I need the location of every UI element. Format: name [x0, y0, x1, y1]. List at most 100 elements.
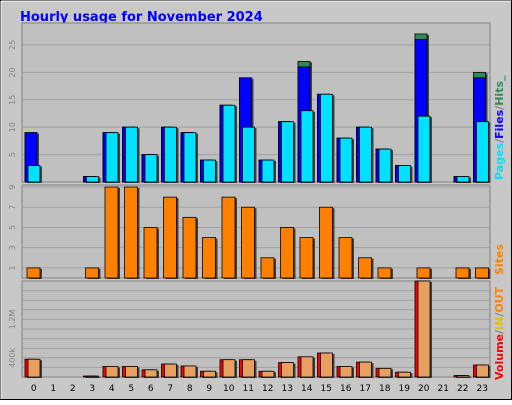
- in-bar: [261, 370, 275, 378]
- legend-hits-part: /: [493, 105, 506, 110]
- pages-bar: [164, 126, 177, 183]
- x-tick-label: 18: [379, 384, 391, 394]
- sites-bar: [455, 267, 470, 279]
- legend-hits-part: Files: [493, 109, 506, 139]
- sites-bar: [182, 216, 197, 279]
- in-bar: [203, 370, 216, 378]
- sites-bar: [85, 267, 99, 279]
- pages-bar: [27, 165, 41, 183]
- y-tick-label: 5: [8, 225, 17, 230]
- y-tick-label: 15: [8, 95, 17, 105]
- pages-bar: [456, 176, 470, 183]
- pages-bar: [242, 126, 255, 183]
- sites-bar: [202, 237, 216, 279]
- y-tick-label: 3: [8, 245, 17, 250]
- in-bar: [320, 352, 333, 378]
- x-tick-label: 6: [148, 384, 154, 394]
- pages-bar: [203, 159, 216, 183]
- y-tick-label: 20: [8, 67, 17, 77]
- x-tick-label: 15: [321, 384, 332, 394]
- sites-bar: [280, 227, 294, 279]
- in-bar: [242, 359, 255, 378]
- legend-hits-part: Pages: [493, 142, 506, 180]
- x-tick-label: 12: [262, 384, 273, 394]
- sites-bar: [260, 257, 275, 279]
- x-tick-label: 3: [89, 384, 95, 394]
- x-tick-label: 1: [50, 384, 56, 394]
- x-tick-label: 17: [360, 384, 371, 394]
- pages-bar: [261, 159, 275, 183]
- y-tick-label: 400k: [8, 347, 17, 367]
- y-tick-label: 5: [8, 152, 17, 157]
- in-bar: [27, 358, 41, 378]
- sites-bar: [26, 267, 41, 279]
- x-tick-label: 2: [70, 384, 76, 394]
- pages-bar: [339, 137, 353, 183]
- in-bar: [183, 365, 197, 378]
- sites-bar: [299, 237, 314, 279]
- sites-bar: [377, 267, 392, 279]
- legend-volume-part: OUT: [493, 286, 506, 312]
- legend-volume-part: Volume: [493, 334, 506, 380]
- x-tick-label: 20: [418, 384, 430, 394]
- pages-bar: [476, 121, 489, 183]
- pages-bar: [125, 126, 138, 183]
- legend-hits-part: _: [493, 75, 506, 81]
- pages-bar: [222, 104, 236, 183]
- legend-hits: Pages/Files/Hits_: [493, 75, 506, 180]
- y-tick-label: 10: [8, 122, 17, 132]
- sites-bar: [416, 267, 431, 279]
- in-bar: [281, 362, 294, 378]
- x-tick-label: 16: [340, 384, 352, 394]
- x-tick-label: 5: [128, 384, 134, 394]
- pages-bar: [378, 148, 392, 183]
- pages-bar: [86, 176, 99, 183]
- legend-volume-part: /: [493, 329, 506, 334]
- x-tick-label: 23: [477, 384, 488, 394]
- pages-bar: [300, 110, 314, 183]
- in-bar: [359, 361, 372, 378]
- sites-bar: [163, 196, 177, 279]
- y-tick-label: 1.2M: [8, 309, 17, 329]
- grid-lines: [22, 44, 490, 368]
- sites-bar: [104, 186, 119, 279]
- x-tick-label: 10: [223, 384, 235, 394]
- legend-sites: Sites: [493, 244, 506, 275]
- pages-bar: [320, 93, 333, 183]
- sites-bar: [319, 206, 333, 279]
- chart-title: Hourly usage for November 2024: [20, 10, 263, 25]
- y-tick-label: 9: [8, 184, 17, 189]
- x-tick-label: 19: [399, 384, 411, 394]
- y-tick-label: 1: [8, 265, 17, 270]
- pages-bar: [144, 154, 158, 183]
- in-bar: [164, 363, 177, 378]
- x-tick-label: 4: [109, 384, 115, 394]
- sites-bar: [338, 237, 353, 279]
- pages-bar: [183, 132, 197, 183]
- legend-volume: Volume/IN/OUT: [493, 286, 506, 380]
- x-tick-label: 8: [187, 384, 193, 394]
- sites-bar: [358, 257, 372, 279]
- x-tick-label: 7: [167, 384, 173, 394]
- pages-bar: [417, 115, 431, 183]
- in-bar: [300, 356, 314, 378]
- in-bar: [339, 366, 353, 378]
- in-bar-shadow: [88, 377, 101, 378]
- pages-bar: [105, 132, 119, 183]
- in-bar: [105, 366, 119, 378]
- x-tick-label: 11: [243, 384, 254, 394]
- sites-bar: [475, 267, 489, 279]
- in-bar: [378, 367, 392, 378]
- in-bar: [222, 359, 236, 378]
- in-bar: [456, 375, 470, 378]
- sites-bar: [143, 227, 158, 279]
- legend-volume-part: /: [493, 312, 506, 317]
- y-tick-label: 25: [8, 40, 17, 50]
- in-bar: [144, 369, 158, 378]
- x-tick-label: 9: [206, 384, 212, 394]
- bar-marks: [24, 33, 491, 378]
- pages-bar: [398, 165, 411, 183]
